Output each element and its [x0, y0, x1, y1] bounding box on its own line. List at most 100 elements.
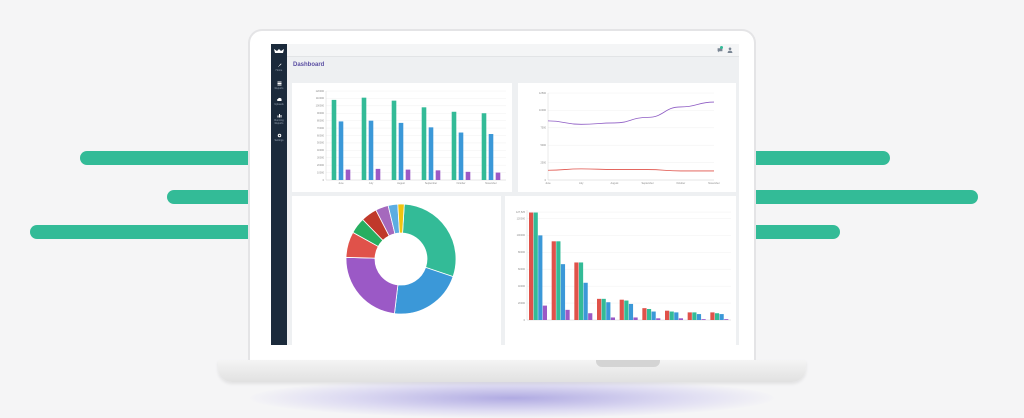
bar: [665, 310, 670, 320]
decorative-stripe: [30, 225, 258, 239]
gear-icon: [277, 133, 281, 138]
x-tick-label: July: [369, 182, 374, 185]
bar: [651, 311, 656, 320]
bar: [674, 312, 679, 320]
y-tick-label: 40000: [518, 285, 526, 288]
top-bar: [287, 44, 739, 57]
y-tick-label: 0: [323, 179, 325, 182]
y-tick-label: 80000: [518, 251, 526, 254]
chart-card-donut: [292, 196, 501, 345]
laptop-shadow: [250, 378, 774, 418]
decorative-stripe: [742, 151, 890, 165]
bar: [458, 132, 464, 180]
bar: [405, 169, 411, 180]
user-icon[interactable]: [727, 47, 733, 53]
y-tick-label: 90000: [317, 112, 325, 115]
x-tick-label: June: [338, 182, 344, 185]
bar: [529, 212, 534, 320]
series-line: [547, 101, 715, 125]
bar: [574, 262, 579, 320]
y-tick-label: 50000: [317, 142, 325, 145]
decorative-stripe: [742, 190, 978, 204]
bar: [588, 313, 593, 320]
bar: [601, 298, 606, 320]
sidebar-item-label: Running Reports: [274, 119, 284, 125]
bar: [701, 319, 706, 320]
bar: [606, 302, 611, 320]
bar: [465, 171, 471, 180]
bar: [538, 235, 543, 320]
bar: [642, 308, 647, 320]
y-tick-label: 2500: [540, 161, 546, 164]
notification-icon[interactable]: [717, 47, 723, 53]
sidebar-item-settings[interactable]: Settings: [271, 133, 287, 142]
bar: [488, 134, 494, 180]
sidebar-item-label: Uploads: [274, 103, 284, 106]
sidebar: Home Reports Uploads Running Reports Set…: [271, 44, 287, 345]
series-line: [547, 168, 714, 172]
monthly-bar-chart: 0 10000 20000 30000 40000 50000 60000 70000 8000…: [316, 90, 506, 185]
donut-slice: [394, 266, 454, 315]
bar: [495, 172, 501, 180]
sidebar-item-uploads[interactable]: Uploads: [271, 97, 287, 106]
y-tick-label: 100000: [517, 234, 526, 237]
bar: [556, 241, 561, 320]
y-tick-label: 120000: [517, 217, 526, 220]
bar: [331, 99, 337, 180]
donut-slice: [397, 203, 405, 234]
y-tick-label: 12500: [539, 92, 547, 95]
y-tick-label: 10000: [317, 171, 325, 174]
bar: [542, 305, 547, 320]
bar: [565, 309, 570, 320]
y-tick-label: 0: [545, 179, 547, 182]
y-tick-label: 5000: [540, 144, 546, 147]
y-tick-label: 20000: [518, 302, 526, 305]
bar: [361, 97, 367, 180]
chart-card-monthly-lines: 0 2500 5000 7500 10000 12500 June July August Sep…: [518, 83, 736, 192]
y-tick-label: 0: [524, 319, 526, 322]
donut-slice: [402, 203, 457, 278]
bar: [633, 317, 638, 320]
x-tick-label: June: [545, 182, 551, 185]
bar: [687, 312, 692, 320]
bar: [624, 300, 629, 320]
decorative-stripe: [742, 225, 840, 239]
bar: [375, 168, 381, 180]
bar: [560, 264, 566, 320]
bar: [696, 314, 702, 320]
donut-chart: [345, 203, 457, 315]
y-tick-label: 10000: [539, 109, 547, 112]
y-tick-label: 30000: [317, 157, 325, 160]
dashboard-screen: Home Reports Uploads Running Reports Set…: [271, 44, 739, 345]
donut-slice: [345, 256, 399, 315]
y-tick-label: 80000: [317, 119, 325, 122]
x-tick-label: October: [676, 182, 685, 185]
bar: [421, 107, 427, 180]
bar: [714, 313, 720, 320]
decorative-stripe: [167, 190, 258, 204]
y-tick-label: 40000: [317, 149, 325, 152]
x-tick-label: August: [611, 182, 619, 185]
sidebar-item-running-reports[interactable]: Running Reports: [271, 113, 287, 125]
bar: [646, 309, 652, 320]
sidebar-item-home[interactable]: Home: [271, 63, 287, 72]
x-tick-label: August: [397, 182, 405, 185]
page-title: Dashboard: [293, 62, 325, 68]
bar: [610, 317, 615, 320]
y-tick-label: 60000: [518, 268, 526, 271]
grid-icon: [277, 81, 281, 86]
sidebar-item-label: Home: [275, 69, 283, 72]
bar: [451, 111, 457, 180]
notification-badge: [720, 46, 723, 49]
bar: [398, 122, 404, 180]
bar: [481, 113, 487, 180]
bar: [669, 311, 674, 320]
bar-chart-icon: [277, 114, 281, 118]
sidebar-item-reports[interactable]: Reports: [271, 81, 287, 90]
x-tick-label: November: [485, 182, 497, 185]
bar: [710, 312, 715, 320]
x-tick-label: November: [708, 182, 720, 185]
grouped-bar-chart: 0 20000 40000 60000 80000 100000 120000 127,525: [516, 210, 731, 322]
x-tick-label: September: [425, 182, 437, 185]
bar: [533, 212, 538, 320]
